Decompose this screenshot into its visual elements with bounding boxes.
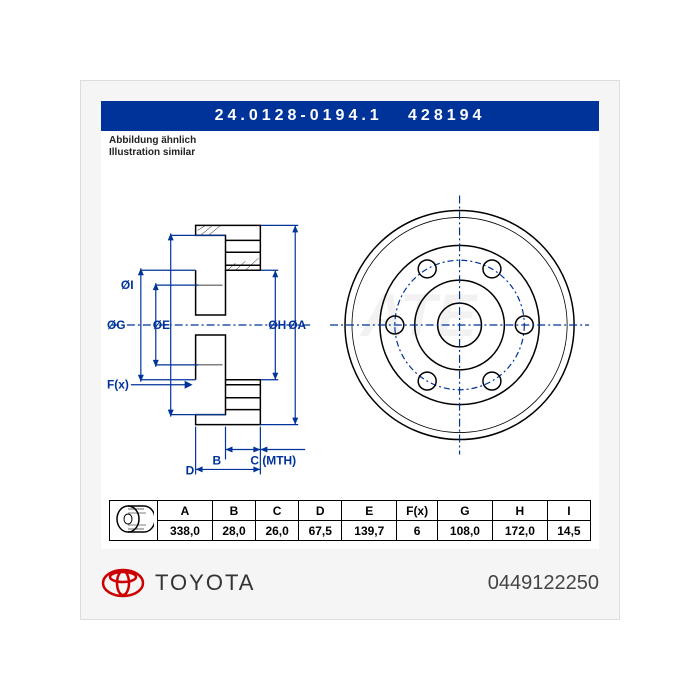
col-A: A (158, 501, 213, 521)
part-number: 0449122250 (488, 572, 599, 595)
val-G: 108,0 (437, 521, 492, 541)
sub-line1: Abbildung ähnlich (109, 135, 196, 147)
brand-block: TOYOTA (101, 567, 255, 599)
part-ref-1: 24.0128-0194.1 (215, 107, 383, 125)
val-C: 26,0 (256, 521, 299, 541)
brake-disc-icon (114, 503, 154, 535)
label-A: ØA (288, 318, 306, 332)
val-E: 139,7 (342, 521, 397, 541)
table-header-row: A B C D E F(x) G H I (110, 501, 591, 521)
col-I: I (547, 501, 590, 521)
val-B: 28,0 (212, 521, 255, 541)
label-E: ØE (153, 318, 170, 332)
col-F: F(x) (397, 501, 438, 521)
toyota-logo-icon (101, 567, 145, 599)
col-C: C (256, 501, 299, 521)
label-F: F(x) (107, 378, 129, 392)
spec-table: A B C D E F(x) G H I 338,0 28,0 26,0 67,… (109, 500, 591, 541)
footer: TOYOTA 0449122250 (101, 559, 599, 607)
col-D: D (299, 501, 342, 521)
col-E: E (342, 501, 397, 521)
label-B: B (213, 453, 222, 467)
val-I: 14,5 (547, 521, 590, 541)
sub-line2: Illustration similar (109, 147, 196, 159)
brand-name: TOYOTA (155, 570, 255, 596)
diagram-area: ØI ØG ØE (101, 161, 599, 489)
drawing-panel: 24.0128-0194.1 428194 Abbildung ähnlich … (101, 101, 599, 549)
label-G: ØG (107, 318, 126, 332)
label-I: ØI (121, 278, 134, 292)
header-bar: 24.0128-0194.1 428194 (101, 101, 599, 131)
val-D: 67,5 (299, 521, 342, 541)
table-value-row: 338,0 28,0 26,0 67,5 139,7 6 108,0 172,0… (110, 521, 591, 541)
disc-icon-cell (110, 501, 158, 541)
technical-drawing: ØI ØG ØE (101, 161, 599, 489)
val-H: 172,0 (492, 521, 547, 541)
subheader: Abbildung ähnlich Illustration similar (109, 135, 196, 159)
label-H: ØH (268, 318, 286, 332)
col-G: G (437, 501, 492, 521)
val-F: 6 (397, 521, 438, 541)
val-A: 338,0 (158, 521, 213, 541)
side-profile: ØI ØG ØE (107, 225, 310, 477)
product-card: 24.0128-0194.1 428194 Abbildung ähnlich … (80, 80, 620, 620)
label-C: C (MTH) (250, 453, 296, 467)
col-H: H (492, 501, 547, 521)
front-face (330, 196, 589, 455)
part-ref-2: 428194 (408, 107, 485, 125)
label-D: D (186, 463, 195, 477)
col-B: B (212, 501, 255, 521)
